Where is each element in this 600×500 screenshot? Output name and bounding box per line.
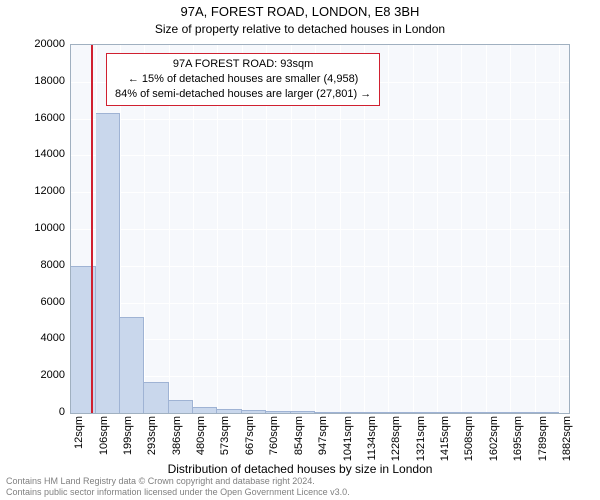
- x-tick-label: 386sqm: [171, 416, 183, 476]
- plot-area: 97A FOREST ROAD: 93sqm← 15% of detached …: [70, 44, 570, 414]
- grid-line: [71, 229, 569, 230]
- histogram-bar: [144, 382, 168, 413]
- x-tick-label: 106sqm: [98, 416, 110, 476]
- histogram-bar: [388, 412, 412, 413]
- footer-line: Contains HM Land Registry data © Crown c…: [6, 476, 350, 487]
- histogram-bar: [169, 400, 194, 413]
- footer-attribution: Contains HM Land Registry data © Crown c…: [6, 476, 350, 498]
- histogram-bar: [193, 407, 217, 413]
- x-tick-label: 1602sqm: [488, 416, 500, 476]
- histogram-bar: [217, 409, 242, 413]
- grid-line: [535, 45, 536, 413]
- y-tick-label: 2000: [5, 369, 65, 381]
- histogram-bar: [291, 411, 315, 413]
- grid-line: [559, 45, 560, 413]
- grid-line: [413, 45, 414, 413]
- histogram-bar: [266, 411, 291, 413]
- grid-line: [71, 192, 569, 193]
- x-tick-label: 854sqm: [293, 416, 305, 476]
- x-tick-label: 1695sqm: [512, 416, 524, 476]
- histogram-bar: [120, 317, 145, 413]
- callout-line: 97A FOREST ROAD: 93sqm: [115, 57, 371, 72]
- y-tick-label: 6000: [5, 296, 65, 308]
- x-tick-label: 667sqm: [244, 416, 256, 476]
- y-tick-label: 4000: [5, 332, 65, 344]
- x-tick-label: 573sqm: [219, 416, 231, 476]
- y-tick-label: 20000: [5, 38, 65, 50]
- grid-line: [71, 339, 569, 340]
- callout-line: ← 15% of detached houses are smaller (4,…: [115, 72, 371, 87]
- x-tick-label: 1041sqm: [342, 416, 354, 476]
- x-tick-label: 1134sqm: [366, 416, 378, 476]
- x-tick-label: 947sqm: [317, 416, 329, 476]
- histogram-bar: [461, 412, 486, 413]
- x-tick-label: 1415sqm: [439, 416, 451, 476]
- chart-title: 97A, FOREST ROAD, LONDON, E8 3BH: [0, 4, 600, 19]
- y-tick-label: 16000: [5, 112, 65, 124]
- property-callout: 97A FOREST ROAD: 93sqm← 15% of detached …: [106, 53, 380, 106]
- x-tick-label: 199sqm: [122, 416, 134, 476]
- histogram-bar: [364, 412, 389, 413]
- y-tick-label: 18000: [5, 75, 65, 87]
- footer-line: Contains public sector information licen…: [6, 487, 350, 498]
- x-tick-label: 1321sqm: [415, 416, 427, 476]
- histogram-bar: [510, 412, 535, 413]
- grid-line: [388, 45, 389, 413]
- chart-container: 97A, FOREST ROAD, LONDON, E8 3BH Size of…: [0, 0, 600, 500]
- histogram-bar: [315, 412, 340, 413]
- x-tick-label: 760sqm: [268, 416, 280, 476]
- grid-line: [510, 45, 511, 413]
- x-tick-label: 480sqm: [195, 416, 207, 476]
- grid-line: [71, 266, 569, 267]
- grid-line: [437, 45, 438, 413]
- grid-line: [461, 45, 462, 413]
- grid-line: [486, 45, 487, 413]
- property-marker-line: [91, 45, 93, 413]
- histogram-bar: [486, 412, 510, 413]
- histogram-bar: [96, 113, 120, 413]
- grid-line: [71, 119, 569, 120]
- grid-line: [71, 155, 569, 156]
- x-tick-label: 1508sqm: [463, 416, 475, 476]
- grid-line: [71, 376, 569, 377]
- histogram-bar: [413, 412, 438, 413]
- histogram-bar: [437, 412, 461, 413]
- histogram-bar: [242, 410, 266, 413]
- callout-line: 84% of semi-detached houses are larger (…: [115, 87, 371, 102]
- y-tick-label: 12000: [5, 185, 65, 197]
- x-tick-label: 1882sqm: [561, 416, 573, 476]
- y-tick-label: 0: [5, 406, 65, 418]
- x-tick-label: 12sqm: [73, 416, 85, 476]
- x-tick-label: 1789sqm: [537, 416, 549, 476]
- y-tick-label: 14000: [5, 148, 65, 160]
- grid-line: [71, 303, 569, 304]
- x-tick-label: 293sqm: [146, 416, 158, 476]
- y-tick-label: 8000: [5, 259, 65, 271]
- histogram-bar: [535, 412, 559, 413]
- x-tick-label: 1228sqm: [390, 416, 402, 476]
- chart-subtitle: Size of property relative to detached ho…: [0, 22, 600, 36]
- y-tick-label: 10000: [5, 222, 65, 234]
- histogram-bar: [340, 412, 364, 413]
